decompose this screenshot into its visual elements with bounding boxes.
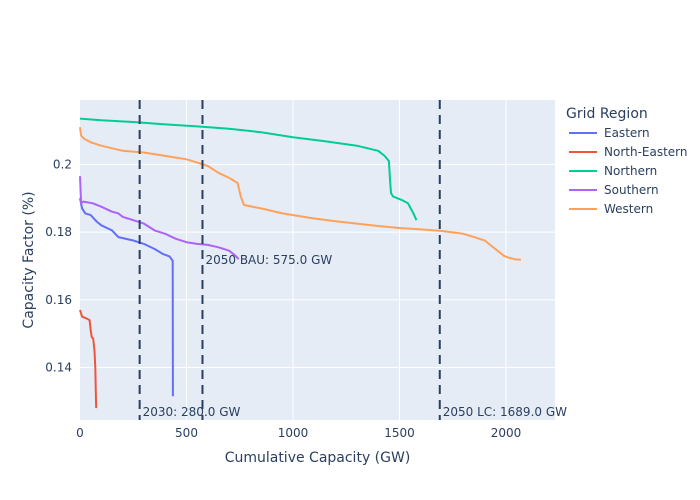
x-tick-label: 500 <box>175 426 198 440</box>
y-tick-label: 0.14 <box>45 361 72 375</box>
legend-items[interactable]: Eastern North-Eastern Northern Southern West… <box>569 126 688 216</box>
x-tick-label: 1000 <box>278 426 309 440</box>
x-tick-label: 2000 <box>491 426 522 440</box>
series-line-northern[interactable] <box>79 117 418 221</box>
y-axis-title: Capacity Factor (%) <box>21 191 37 328</box>
legend[interactable]: Grid Region Eastern North-Eastern Northern… <box>566 106 688 216</box>
series-layer <box>79 117 521 409</box>
x-tick-label: 0 <box>76 426 84 440</box>
legend-item-eastern[interactable]: Eastern <box>569 126 650 140</box>
legend-label: North-Eastern <box>604 145 688 159</box>
series-line-western[interactable] <box>79 126 521 261</box>
x-axis-title: Cumulative Capacity (GW) <box>225 450 411 466</box>
series-line-southern[interactable] <box>79 176 240 260</box>
legend-label: Southern <box>604 183 659 197</box>
reference-line-label: 2050 BAU: 575.0 GW <box>205 253 332 267</box>
series-line-eastern[interactable] <box>79 197 174 397</box>
legend-title: Grid Region <box>566 106 648 122</box>
legend-item-western[interactable]: Western <box>569 202 653 216</box>
y-tick-label: 0.16 <box>45 293 72 307</box>
series-line-north-eastern[interactable] <box>79 309 98 409</box>
reference-line-label: 2050 LC: 1689.0 GW <box>443 405 567 419</box>
legend-label: Northern <box>604 164 657 178</box>
reference-line-label: 2030: 280.0 GW <box>143 405 241 419</box>
legend-label: Western <box>604 202 653 216</box>
tick-labels: 0 500 1000 1500 2000 0.14 0.16 0.18 0.2 <box>45 157 521 440</box>
legend-item-northern[interactable]: Northern <box>569 164 657 178</box>
x-tick-label: 1500 <box>384 426 415 440</box>
plot-background <box>80 100 555 420</box>
grid-lines <box>80 100 555 420</box>
y-tick-label: 0.2 <box>53 157 72 171</box>
y-tick-label: 0.18 <box>45 225 72 239</box>
legend-label: Eastern <box>604 126 650 140</box>
legend-item-north-eastern[interactable]: North-Eastern <box>569 145 688 159</box>
reference-lines: 2030: 280.0 GW 2050 BAU: 575.0 GW 2050 LC:… <box>138 100 567 420</box>
legend-item-southern[interactable]: Southern <box>569 183 659 197</box>
